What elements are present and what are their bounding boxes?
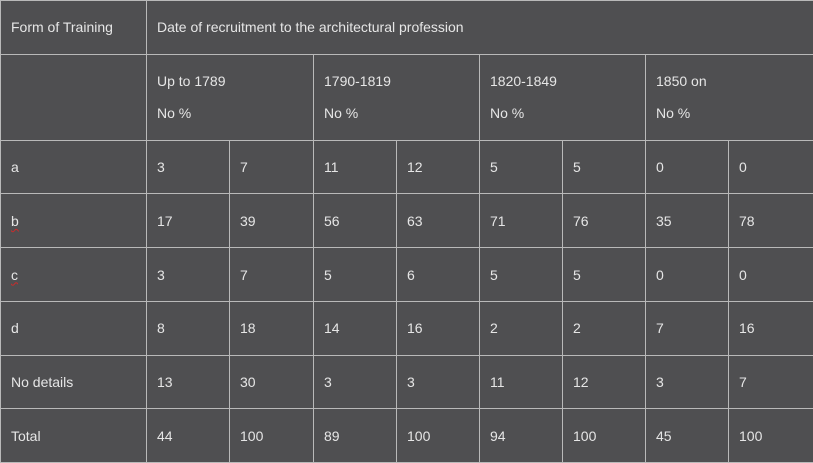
table-cell: 13: [146, 354, 230, 410]
table-cell: 7: [229, 139, 314, 195]
period-label: Up to 1789: [157, 73, 226, 90]
table-cell: 0: [727, 247, 813, 302]
row-label-cell: b: [0, 193, 147, 249]
period-header-1850-on: 1850 on No %: [644, 53, 813, 141]
header-date-of-recruitment: Date of recruitment to the architectural…: [145, 0, 813, 55]
table-cell: 3: [396, 354, 480, 410]
table-cell: 100: [727, 408, 813, 463]
period-header-1790-1819: 1790-1819 No %: [313, 53, 480, 141]
table-cell: 89: [313, 408, 397, 463]
table-cell: 78: [727, 193, 813, 249]
table-row-c: c 3 7 5 6 5 5 0 0: [0, 247, 813, 302]
table-cell: 5: [479, 139, 563, 195]
table-cell: 11: [313, 139, 397, 195]
table-cell: 3: [645, 354, 729, 410]
period-sub-label: No %: [656, 105, 691, 122]
table-cell: 2: [562, 300, 646, 356]
row-label: Total: [0, 408, 147, 463]
period-sub-label: No %: [157, 105, 192, 122]
row-label: a: [0, 139, 147, 195]
table-cell: 39: [229, 193, 314, 249]
table-cell: 3: [146, 139, 230, 195]
table-cell: 8: [146, 300, 230, 356]
table-cell: 76: [562, 193, 646, 249]
period-header-blank: [0, 53, 147, 141]
table-cell: 44: [146, 408, 230, 463]
table-cell: 0: [727, 139, 813, 195]
row-label: c: [11, 266, 18, 283]
table-cell: 7: [229, 247, 314, 302]
period-sub-label: No %: [324, 105, 359, 122]
table-cell: 7: [645, 300, 729, 356]
table-cell: 56: [313, 193, 397, 249]
period-sub-label: No %: [490, 105, 525, 122]
table-cell: 30: [229, 354, 314, 410]
table-cell: 5: [562, 139, 646, 195]
period-header-up-to-1789: Up to 1789 No %: [146, 53, 314, 141]
table-cell: 12: [396, 139, 480, 195]
table-cell: 16: [727, 300, 813, 356]
table-cell: 100: [562, 408, 646, 463]
table-cell: 14: [313, 300, 397, 356]
period-label: 1850 on: [656, 73, 707, 90]
period-label: 1820-1849: [490, 73, 557, 90]
table-row-b: b 17 39 56 63 71 76 35 78: [0, 193, 813, 249]
table-cell: 100: [396, 408, 480, 463]
table-row-d: d 8 18 14 16 2 2 7 16: [0, 300, 813, 356]
table-cell: 35: [645, 193, 729, 249]
table-cell: 11: [479, 354, 563, 410]
table-cell: 94: [479, 408, 563, 463]
table-cell: 0: [645, 139, 729, 195]
table-cell: 3: [313, 354, 397, 410]
table-cell: 5: [562, 247, 646, 302]
table-cell: 16: [396, 300, 480, 356]
row-label: d: [0, 300, 147, 356]
table-cell: 0: [645, 247, 729, 302]
table-row-a: a 3 7 11 12 5 5 0 0: [0, 139, 813, 195]
table-cell: 2: [479, 300, 563, 356]
table-cell: 6: [396, 247, 480, 302]
table-cell: 100: [229, 408, 314, 463]
table-cell: 71: [479, 193, 563, 249]
table-cell: 45: [645, 408, 729, 463]
table-cell: 3: [146, 247, 230, 302]
table-cell: 18: [229, 300, 314, 356]
table-cell: 7: [727, 354, 813, 410]
header-row: Form of Training Date of recruitment to …: [0, 0, 813, 55]
period-header-1820-1849: 1820-1849 No %: [479, 53, 646, 141]
table-cell: 12: [562, 354, 646, 410]
table-cell: 5: [479, 247, 563, 302]
table-cell: 63: [396, 193, 480, 249]
period-label: 1790-1819: [324, 73, 391, 90]
row-label: b: [11, 212, 19, 229]
table-cell: 17: [146, 193, 230, 249]
table-cell: 5: [313, 247, 397, 302]
row-label: No details: [0, 354, 147, 410]
table-row-no-details: No details 13 30 3 3 11 12 3 7: [0, 354, 813, 410]
table-row-total: Total 44 100 89 100 94 100 45 100: [0, 408, 813, 463]
period-header-row: Up to 1789 No % 1790-1819 No % 1820-1849…: [0, 53, 813, 141]
header-form-of-training: Form of Training: [0, 0, 147, 55]
row-label-cell: c: [0, 247, 147, 302]
